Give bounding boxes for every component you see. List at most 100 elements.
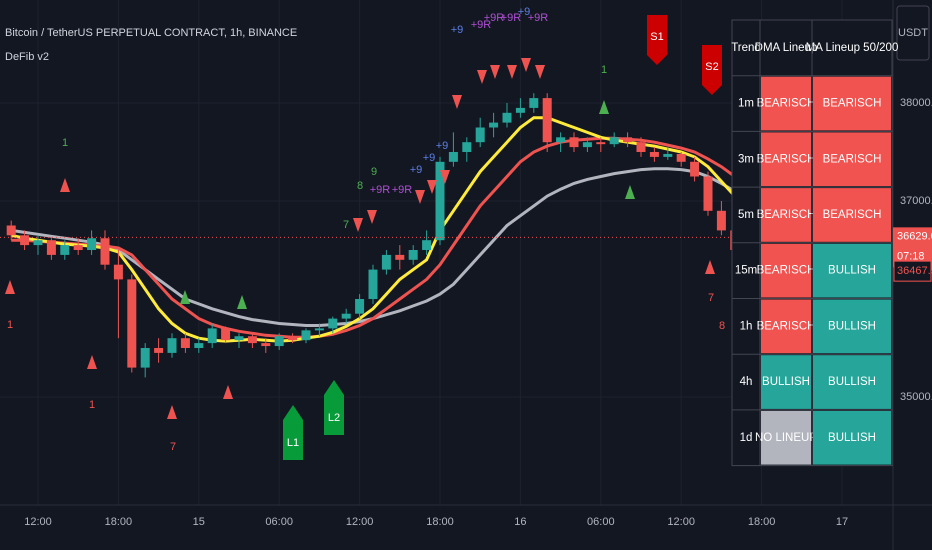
table-status: BULLISH xyxy=(828,265,876,277)
signal-flag-label: L2 xyxy=(328,412,340,424)
signal-flag xyxy=(324,380,344,435)
candle-body xyxy=(100,238,110,265)
table-cell xyxy=(761,410,811,465)
table-status: BEARISCH xyxy=(823,209,882,221)
signal-arrow xyxy=(353,218,363,232)
signal-count: 9 xyxy=(371,166,377,178)
signal-flag xyxy=(702,45,722,95)
signal-count: 7 xyxy=(708,292,714,304)
table-status: BULLISH xyxy=(828,376,876,388)
signal-count: 1 xyxy=(89,399,95,411)
candle-body xyxy=(690,161,700,177)
candle-body xyxy=(676,153,686,162)
candle-body xyxy=(556,137,566,143)
y-tick-label: 35000.0 xyxy=(900,391,932,403)
candle-body xyxy=(274,336,284,347)
candle-body xyxy=(46,240,56,255)
signal-count: 1 xyxy=(7,319,13,331)
table-cell xyxy=(761,76,811,131)
indicator-name: DeFib v2 xyxy=(5,51,49,63)
table-timeframe: 1d xyxy=(740,432,753,444)
signal-arrow xyxy=(535,65,545,79)
x-tick-label: 16 xyxy=(514,516,526,528)
x-tick-label: 12:00 xyxy=(24,516,52,528)
signal-flag xyxy=(647,15,667,65)
table-cell xyxy=(761,355,811,409)
signal-count: +9R xyxy=(370,184,391,196)
signal-arrow xyxy=(237,295,247,309)
signal-count: 8 xyxy=(357,180,363,192)
candle-body xyxy=(636,142,646,152)
currency: USDT xyxy=(898,27,928,39)
table-status: NO LINEUP xyxy=(755,432,817,444)
x-tick-label: 17 xyxy=(836,516,848,528)
x-tick-label: 18:00 xyxy=(105,516,133,528)
signal-arrow xyxy=(507,65,517,79)
table-status: BEARISCH xyxy=(757,265,816,277)
candle-body xyxy=(261,343,271,347)
table-timeframe: 15m xyxy=(735,265,757,277)
candle-body xyxy=(475,127,485,143)
candle-body xyxy=(569,137,579,148)
table-timeframe: 1h xyxy=(740,320,753,332)
candle-body xyxy=(234,336,244,341)
candle-body xyxy=(368,269,378,299)
signal-arrow xyxy=(223,385,233,399)
signal-arrow xyxy=(180,290,190,304)
candle-body xyxy=(167,338,177,353)
signal-flag-label: S2 xyxy=(705,61,718,73)
candle-body xyxy=(623,137,633,143)
candle-body xyxy=(140,348,150,368)
candle-body xyxy=(355,299,365,314)
candle-body xyxy=(60,245,70,255)
candle-body xyxy=(247,336,257,344)
candle-body xyxy=(663,153,673,157)
currency-box[interactable] xyxy=(896,5,930,61)
candle-body xyxy=(408,250,418,260)
table-cell xyxy=(813,299,891,354)
price-tag-label: 36629.0 xyxy=(897,230,932,242)
signal-count: 8 xyxy=(719,320,725,332)
table-cell xyxy=(761,132,811,187)
candle-body xyxy=(127,279,137,368)
table-timeframe: 5m xyxy=(738,209,754,221)
signal-flag-label: S1 xyxy=(650,31,663,43)
y-tick-label: 37000.0 xyxy=(900,195,932,207)
x-tick-label: 12:00 xyxy=(346,516,374,528)
x-tick-label: 18:00 xyxy=(748,516,776,528)
signal-count: +9R xyxy=(392,184,413,196)
table-status: BEARISCH xyxy=(757,153,816,165)
table-status: BEARISCH xyxy=(757,98,816,110)
signal-arrow xyxy=(625,185,635,199)
table-header: MA Lineup 50/200 xyxy=(806,42,899,54)
signal-count: +9 xyxy=(410,164,423,176)
signal-count: +9 xyxy=(451,24,464,36)
candle-body xyxy=(33,240,43,246)
candle-body xyxy=(221,328,231,341)
price-tag-timer: 07:18 xyxy=(897,250,925,262)
table-status: BULLISH xyxy=(828,432,876,444)
signal-count: +9R xyxy=(501,12,522,24)
signal-count: +9R xyxy=(484,12,505,24)
table-cell xyxy=(813,76,891,131)
candle-body xyxy=(6,225,16,236)
table-cell xyxy=(761,299,811,354)
x-tick-label: 18:00 xyxy=(426,516,454,528)
table-status: BEARISCH xyxy=(757,320,816,332)
candle-body xyxy=(649,152,659,157)
candle-body xyxy=(515,107,525,113)
table-cell xyxy=(813,243,891,298)
table-cell xyxy=(761,188,811,242)
signal-arrow xyxy=(167,405,177,419)
candle-body xyxy=(395,254,405,260)
signal-arrow xyxy=(705,260,715,274)
signal-arrow xyxy=(87,355,97,369)
table-status: BEARISCH xyxy=(823,98,882,110)
table-status: BEARISCH xyxy=(757,209,816,221)
candle-body xyxy=(703,176,713,211)
candle-body xyxy=(582,142,592,148)
signal-count: 7 xyxy=(170,441,176,453)
